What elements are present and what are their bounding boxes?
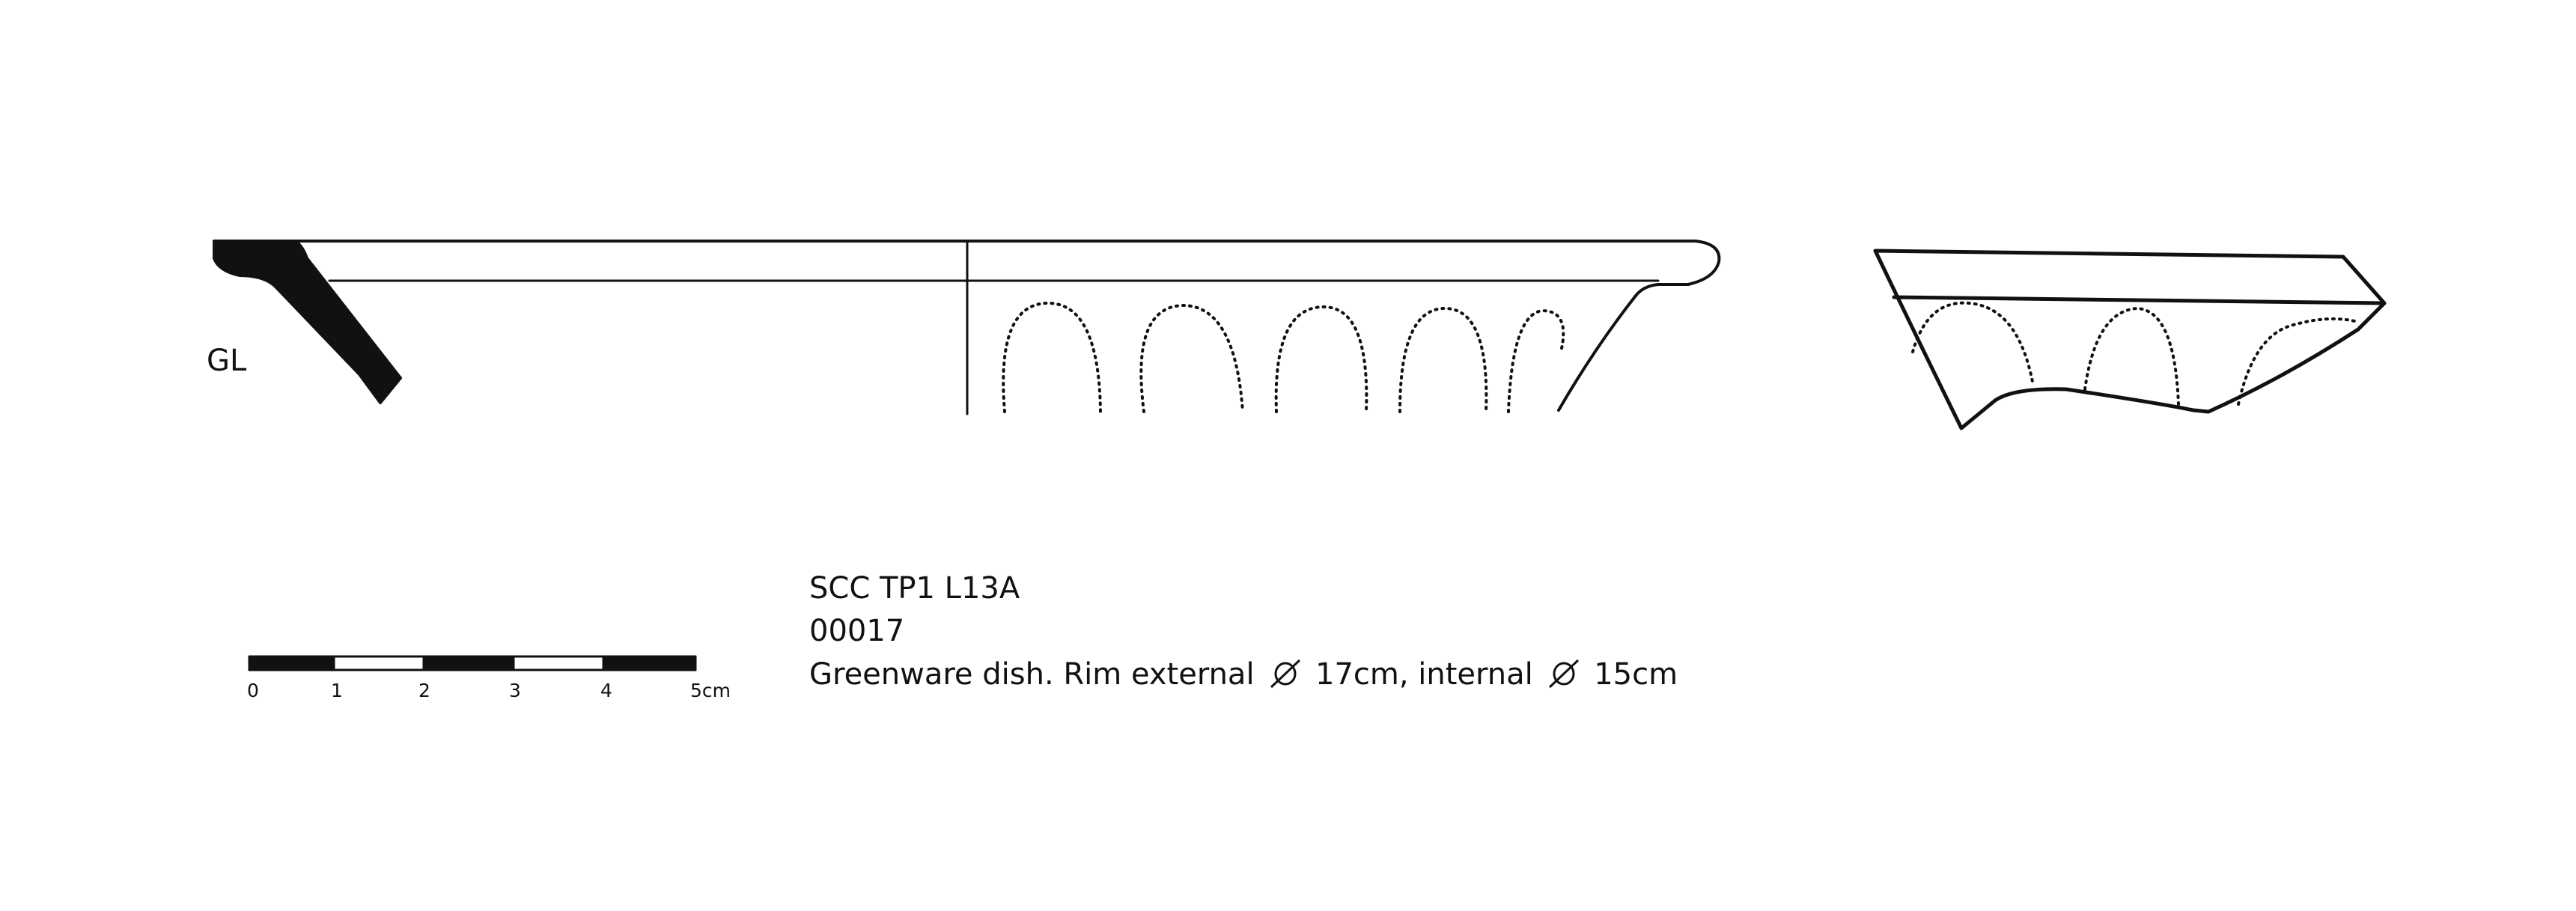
scale-end-label: 5cm bbox=[690, 680, 731, 701]
scale-tick-2: 2 bbox=[418, 680, 430, 701]
description-text-3: 15cm bbox=[1594, 657, 1678, 692]
sherd-rim-line bbox=[1892, 295, 2387, 305]
caption-number: 00017 bbox=[809, 614, 905, 648]
sherd-exterior-view bbox=[1873, 249, 2387, 430]
scale-tick-3: 3 bbox=[509, 680, 521, 701]
diameter-symbol-icon bbox=[1270, 659, 1301, 689]
rim-section bbox=[213, 240, 402, 404]
scale-bar bbox=[248, 655, 697, 671]
scale-tick-4: 4 bbox=[600, 680, 612, 701]
description-text-2: 17cm, internal bbox=[1315, 657, 1533, 692]
description-text-1: Greenware dish. Rim external bbox=[809, 657, 1255, 692]
rim-right-end bbox=[1557, 240, 1721, 412]
sherd-fluting-arches bbox=[1911, 301, 2360, 406]
scale-tick-0: 0 bbox=[247, 680, 259, 701]
caption-context: SCC TP1 L13A bbox=[809, 571, 1020, 606]
fluting-arches bbox=[1002, 302, 1565, 413]
scale-tick-1: 1 bbox=[331, 680, 343, 701]
fabric-label: GL bbox=[207, 344, 247, 378]
dish-profile bbox=[213, 240, 1721, 415]
caption-description: Greenware dish. Rim external 17cm, inter… bbox=[809, 659, 1678, 689]
sherd-outline bbox=[1873, 249, 2387, 430]
diameter-symbol-icon bbox=[1549, 659, 1580, 689]
